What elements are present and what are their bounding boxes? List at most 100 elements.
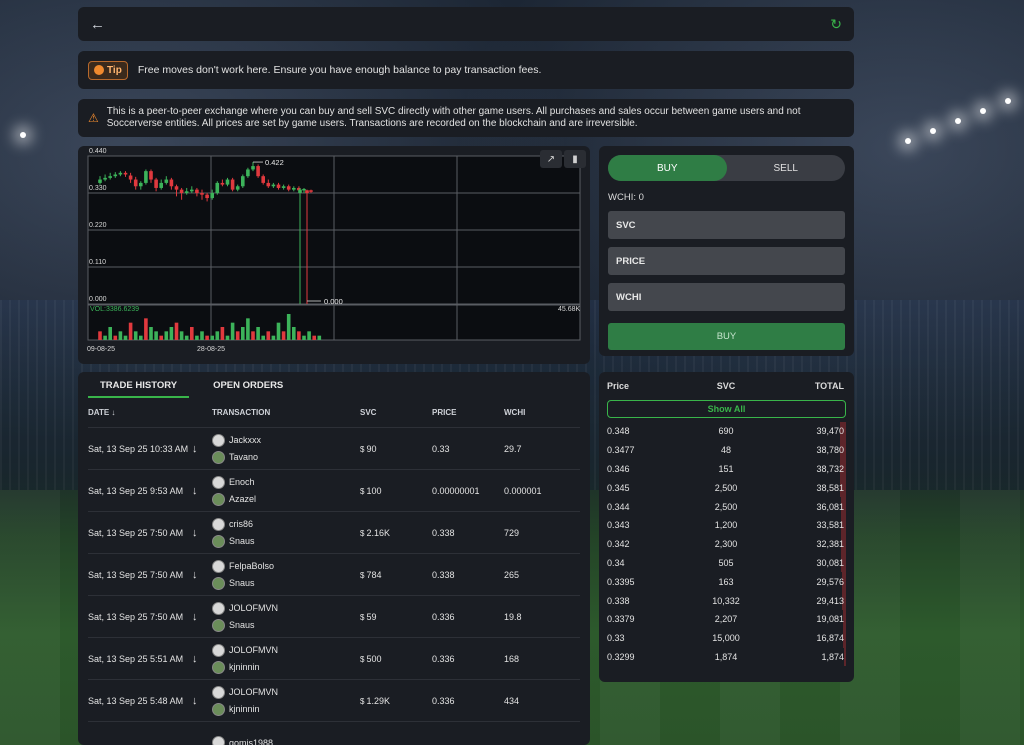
ask-total: 29,413: [816, 595, 844, 606]
volume-bar: [297, 331, 301, 340]
buy-button[interactable]: BUY: [608, 323, 845, 350]
order-book-rows: 0.348 690 39,470 0.3477 48 38,780 0.346 151 38,7…: [607, 422, 846, 667]
volume-bar: [230, 322, 235, 340]
buyer[interactable]: FelpaBolso: [212, 558, 360, 575]
candle-body: [302, 188, 306, 191]
price-column-header: Price: [607, 381, 630, 391]
buyer-name: FelpaBolso: [229, 561, 275, 571]
order-book-row[interactable]: 0.34 505 30,081: [607, 553, 846, 573]
tab-open-orders[interactable]: OPEN ORDERS: [213, 380, 284, 391]
order-book-row[interactable]: 0.345 2,500 38,581: [607, 478, 846, 498]
ask-total: 39,470: [816, 426, 844, 437]
candle-body: [200, 193, 204, 195]
trade-date: Sat, 13 Sep 25 7:50 AM: [88, 611, 184, 622]
volume-bar: [220, 327, 225, 340]
volume-bar: [235, 331, 240, 340]
seller[interactable]: kjninnin: [212, 659, 360, 676]
candle-body: [179, 189, 184, 193]
chart-type-buttons: ↗ ▮: [540, 150, 586, 168]
volume-bar: [169, 327, 174, 340]
ask-total: 36,081: [816, 501, 844, 512]
ask-svc: 2,207: [714, 614, 738, 625]
candle-body: [139, 182, 143, 187]
svc-coin-icon: $: [360, 612, 365, 622]
volume-bar: [123, 335, 128, 340]
buyer[interactable]: JOLOFMVN: [212, 642, 360, 659]
order-book-row[interactable]: 0.342 2,300 32,381: [607, 534, 846, 554]
buyer[interactable]: JOLOFMVN: [212, 600, 360, 617]
refresh-icon[interactable]: ↻: [830, 15, 842, 32]
buyer[interactable]: JOLOFMVN: [212, 684, 360, 701]
wchi-amount: 29.7: [504, 443, 522, 454]
seller[interactable]: Snaus: [212, 575, 360, 592]
ask-svc: 690: [718, 426, 734, 437]
wchi-balance: WCHI: 0: [608, 192, 644, 203]
svc-value: 100: [366, 485, 382, 496]
table-row: gomis1988: [88, 722, 580, 745]
seller[interactable]: Azazel: [212, 491, 360, 508]
buyer[interactable]: Jackxxx: [212, 432, 360, 449]
seller[interactable]: Snaus: [212, 617, 360, 634]
seller[interactable]: Tavano: [212, 449, 360, 466]
ask-total: 38,732: [816, 463, 844, 474]
volume-bar: [241, 327, 245, 340]
table-row: Sat, 13 Sep 25 10:33 AM ↓ Jackxxx Tavano $90…: [88, 428, 580, 470]
volume-bar: [190, 327, 194, 340]
seller[interactable]: Snaus: [212, 533, 360, 550]
depth-bar: [841, 572, 846, 592]
bar-chart-icon[interactable]: ▮: [564, 150, 586, 168]
ask-price: 0.3477: [607, 445, 635, 456]
arrow-down-icon: ↓: [192, 484, 198, 497]
trade-date: Sat, 13 Sep 25 5:51 AM: [88, 653, 184, 664]
candle-body: [195, 189, 199, 193]
seller[interactable]: kjninnin: [212, 701, 360, 718]
svc-amount: $1.29K: [360, 696, 432, 706]
sell-tab[interactable]: SELL: [773, 162, 798, 174]
volume-bar: [312, 335, 316, 340]
order-book-row[interactable]: 0.344 2,500 36,081: [607, 497, 846, 516]
order-book-row[interactable]: 0.3477 48 38,780: [607, 440, 846, 460]
candle-body: [225, 179, 230, 185]
y-tick-label: 0.330: [89, 185, 107, 192]
tab-trade-history[interactable]: TRADE HISTORY: [88, 380, 190, 398]
buyer[interactable]: cris86: [212, 516, 360, 533]
price-chart[interactable]: 0.440 0.330 0.220 0.110 0.000 0.422 0.000 VOL:3…: [78, 146, 590, 364]
order-book-row[interactable]: 0.338 10,332 29,413: [607, 591, 846, 610]
buy-tab[interactable]: BUY: [608, 155, 727, 181]
buyer-name: gomis1988: [229, 737, 274, 745]
volume-bar: [307, 331, 311, 340]
order-book-row[interactable]: 0.3379 2,207 19,081: [607, 609, 846, 629]
buyer[interactable]: Enoch: [212, 474, 360, 491]
order-book-row[interactable]: 0.343 1,200 33,581: [607, 515, 846, 535]
order-book-row[interactable]: 0.3395 163 29,576: [607, 572, 846, 592]
wchi-input[interactable]: WCHI: [608, 283, 845, 311]
seller-name: Azazel: [229, 494, 257, 504]
line-chart-icon[interactable]: ↗: [540, 150, 562, 168]
seller-name: kjninnin: [229, 662, 260, 672]
back-arrow-icon[interactable]: ←: [90, 15, 105, 33]
trade-price: 0.00000001: [432, 485, 480, 496]
volume-bar: [251, 331, 255, 340]
table-row: Sat, 13 Sep 25 7:50 AM ↓ cris86 Snaus $2.16K…: [88, 512, 580, 554]
table-row: Sat, 13 Sep 25 9:53 AM ↓ Enoch Azazel $100 0.…: [88, 470, 580, 512]
order-book-row[interactable]: 0.33 15,000 16,874: [607, 628, 846, 648]
date-column-header[interactable]: DATE ↓: [88, 408, 192, 417]
show-all-button[interactable]: Show All: [607, 400, 846, 418]
candle-body: [128, 175, 133, 180]
floodlight: [955, 118, 961, 124]
order-book-row[interactable]: 0.3299 1,874 1,874: [607, 647, 846, 667]
ask-price: 0.345: [607, 482, 630, 493]
order-book-row[interactable]: 0.346 151 38,732: [607, 459, 846, 479]
trade-price: 0.338: [432, 569, 455, 580]
avatar: [212, 618, 225, 632]
svc-coin-icon: $: [360, 486, 365, 496]
ask-price: 0.338: [607, 595, 630, 606]
trade-history-panel: TRADE HISTORY OPEN ORDERS DATE ↓ TRANSAC…: [78, 372, 590, 745]
order-book-row[interactable]: 0.348 690 39,470: [607, 422, 846, 441]
svc-input[interactable]: SVC: [608, 211, 845, 239]
buyer[interactable]: gomis1988: [212, 734, 360, 745]
volume-bar: [128, 322, 133, 340]
price-input[interactable]: PRICE: [608, 247, 845, 275]
history-tabs: TRADE HISTORY OPEN ORDERS: [88, 372, 580, 398]
candle-body: [103, 177, 107, 180]
